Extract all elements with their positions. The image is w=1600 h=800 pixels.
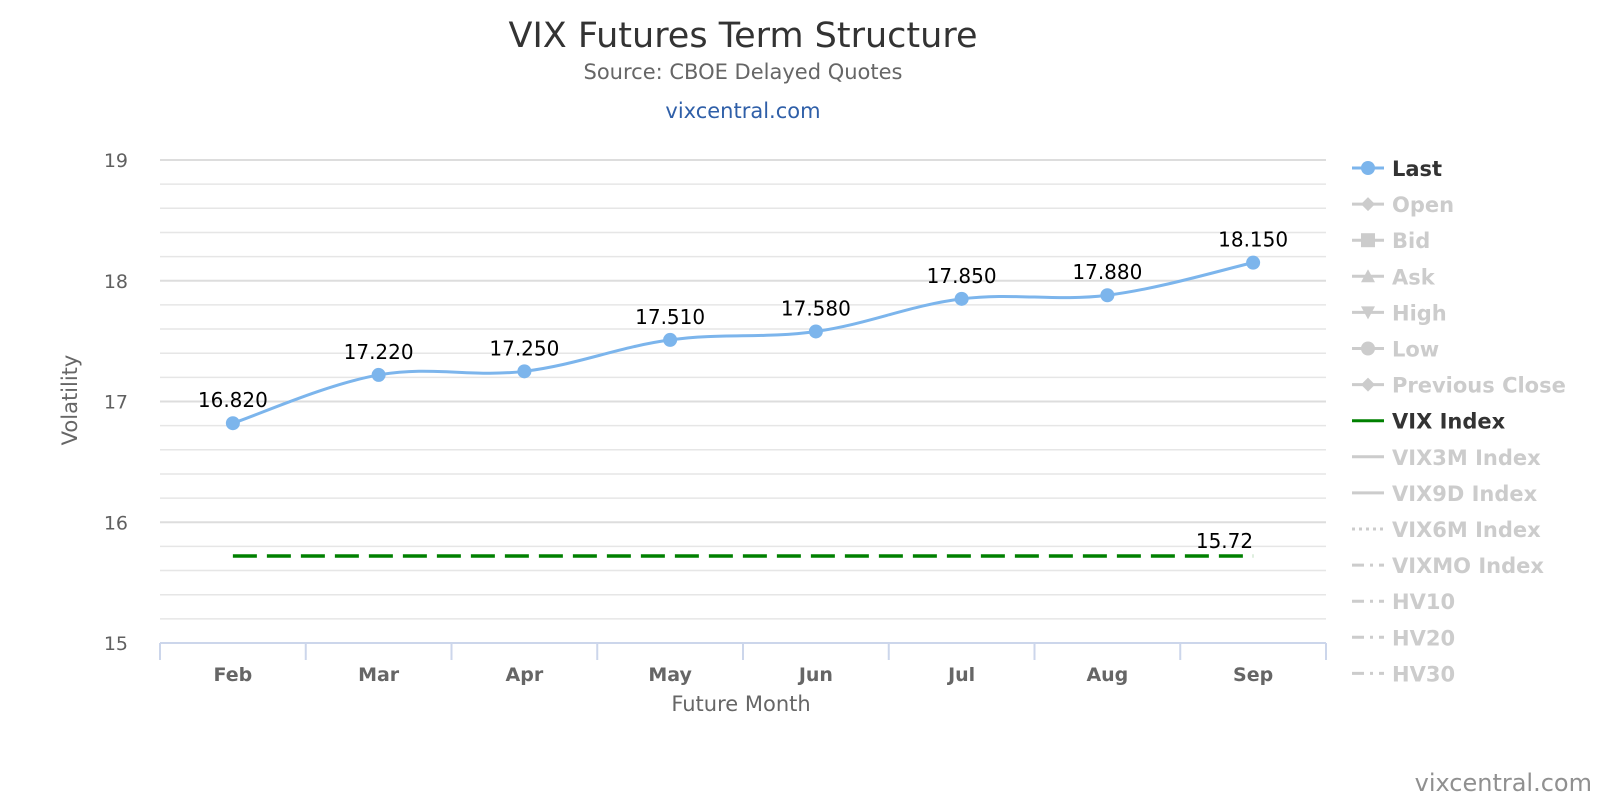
legend-label: VIX9D Index [1392, 482, 1538, 506]
legend-label: High [1392, 301, 1447, 325]
data-point-apr[interactable] [517, 364, 532, 379]
data-label-jun: 17.580 [781, 296, 851, 320]
data-point-may[interactable] [663, 332, 678, 347]
y-tick-label-17: 17 [104, 392, 128, 414]
data-label-apr: 17.250 [489, 336, 559, 360]
axes: Feb Mar Apr May Jun Jul Aug Sep 15 16 17 18 19 [104, 150, 1327, 686]
data-label-jul: 17.850 [927, 264, 997, 288]
legend-item-hv20[interactable]: HV20 [1352, 626, 1455, 650]
legend-item-bid[interactable]: Bid [1352, 229, 1430, 253]
data-label-aug: 17.880 [1072, 260, 1142, 284]
legend: Last Open Bid Ask High Low Previous Close VIX I… [1352, 157, 1566, 686]
legend-marker-circle [1361, 341, 1375, 356]
legend-item-vix9d-index[interactable]: VIX9D Index [1352, 482, 1538, 506]
credits[interactable]: vixcentral.com [1415, 769, 1592, 797]
x-tick-label-sep: Sep [1233, 664, 1273, 686]
data-point-sep[interactable] [1246, 255, 1261, 270]
y-axis-title: Volatility [58, 355, 82, 446]
gridlines [160, 159, 1326, 644]
y-tick-label-15: 15 [104, 633, 128, 655]
x-tick-label-may: May [648, 664, 692, 686]
legend-label: HV20 [1392, 626, 1455, 650]
legend-marker-triangle [1361, 269, 1375, 283]
legend-label: HV10 [1392, 590, 1455, 614]
legend-label: Ask [1392, 265, 1436, 289]
legend-item-vix-index[interactable]: VIX Index [1352, 410, 1506, 434]
site-link[interactable]: vixcentral.com [665, 99, 820, 123]
data-label-may: 17.510 [635, 305, 705, 329]
legend-item-high[interactable]: High [1352, 301, 1447, 325]
data-point-mar[interactable] [371, 367, 386, 382]
x-tick-label-jul: Jul [946, 664, 975, 686]
y-tick-label-18: 18 [104, 271, 128, 293]
series-last: 16.820 17.220 17.250 17.510 17.580 17.850 17.8… [198, 228, 1288, 431]
x-tick-label-aug: Aug [1086, 664, 1128, 686]
legend-label: Previous Close [1392, 374, 1566, 398]
chart-subtitle: Source: CBOE Delayed Quotes [584, 60, 903, 84]
legend-marker-diamond [1361, 377, 1375, 392]
legend-item-hv10[interactable]: HV10 [1352, 590, 1455, 614]
legend-item-hv30[interactable]: HV30 [1352, 662, 1455, 686]
y-tick-label-19: 19 [104, 150, 128, 172]
vix-index-label: 15.72 [1196, 529, 1253, 553]
legend-item-low[interactable]: Low [1352, 338, 1439, 362]
legend-item-vix6m-index[interactable]: VIX6M Index [1352, 518, 1541, 542]
legend-marker-circle [1361, 161, 1375, 175]
series: 16.820 17.220 17.250 17.510 17.580 17.850 17.8… [198, 228, 1288, 558]
legend-label: Low [1392, 338, 1439, 362]
legend-item-ask[interactable]: Ask [1352, 265, 1436, 289]
data-label-mar: 17.220 [344, 340, 414, 364]
legend-item-vixmo-index[interactable]: VIXMO Index [1352, 554, 1544, 578]
legend-item-open[interactable]: Open [1352, 193, 1454, 217]
legend-label: Last [1392, 157, 1442, 181]
x-tick-label-mar: Mar [358, 664, 400, 686]
x-tick-label-jun: Jun [797, 664, 833, 686]
legend-marker-square [1361, 233, 1375, 248]
legend-label: VIX6M Index [1392, 518, 1541, 542]
chart-title: VIX Futures Term Structure [509, 16, 978, 56]
x-tick-label-feb: Feb [214, 664, 253, 686]
legend-label: Bid [1392, 229, 1430, 253]
series-vix-index: 15.72 [232, 529, 1254, 558]
y-tick-label-16: 16 [104, 512, 128, 534]
data-label-feb: 16.820 [198, 388, 268, 412]
legend-item-last[interactable]: Last [1352, 157, 1442, 181]
legend-label: VIX3M Index [1392, 446, 1541, 470]
legend-label: VIXMO Index [1392, 554, 1544, 578]
data-point-aug[interactable] [1100, 288, 1115, 303]
series-line-last [232, 261, 1254, 425]
x-tick-label-apr: Apr [506, 664, 544, 686]
legend-label: Open [1392, 193, 1454, 217]
legend-marker-diamond [1361, 197, 1375, 212]
legend-item-vix3m-index[interactable]: VIX3M Index [1352, 446, 1541, 470]
legend-label: VIX Index [1392, 410, 1506, 434]
data-point-feb[interactable] [225, 416, 240, 431]
legend-label: HV30 [1392, 662, 1455, 686]
data-label-sep: 18.150 [1218, 228, 1288, 252]
legend-item-previous-close[interactable]: Previous Close [1352, 374, 1566, 398]
legend-marker-triangle-down [1361, 306, 1375, 320]
x-axis-title: Future Month [671, 692, 810, 716]
data-point-jul[interactable] [954, 291, 969, 306]
data-point-jun[interactable] [808, 324, 823, 339]
